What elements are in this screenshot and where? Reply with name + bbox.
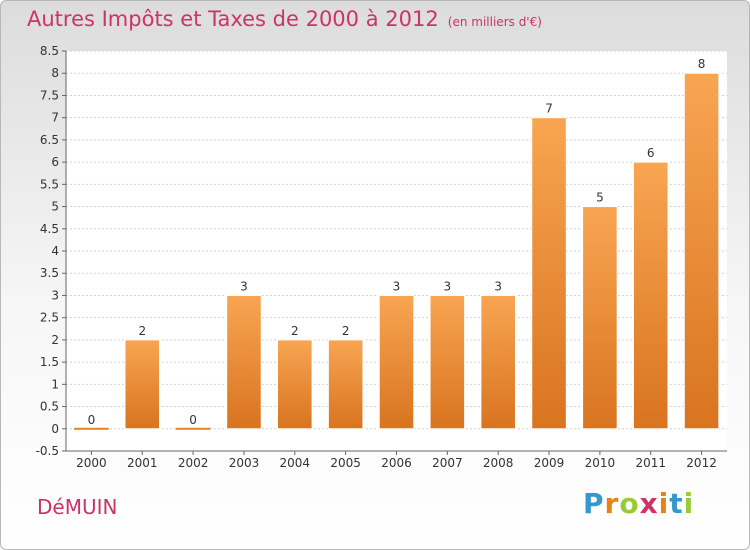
bar-2003	[226, 294, 262, 430]
chart-title: Autres Impôts et Taxes de 2000 à 2012 (e…	[27, 7, 542, 31]
y-tick-label: 1.5	[40, 355, 59, 369]
x-tick-label-2012: 2012	[686, 456, 717, 470]
x-tick-label-2004: 2004	[280, 456, 311, 470]
bar-2009	[531, 117, 567, 430]
bar-2010	[582, 206, 618, 430]
y-tick-label: 2	[51, 333, 59, 347]
bar-2004	[277, 339, 313, 430]
bar-2011	[632, 161, 669, 430]
value-label-2005: 2	[342, 324, 350, 338]
y-tick-label: 6.5	[40, 133, 59, 147]
y-tick-label: 3.5	[40, 266, 59, 280]
y-tick-label: 4	[51, 244, 59, 258]
x-tick-label-2010: 2010	[585, 456, 616, 470]
proxiti-logo[interactable]: Proxiti	[583, 487, 694, 520]
value-label-2012: 8	[698, 57, 706, 71]
logo-letter: o	[619, 487, 640, 520]
x-tick-label-2009: 2009	[534, 456, 565, 470]
value-label-2006: 3	[393, 279, 401, 293]
logo-letter: i	[658, 487, 670, 520]
logo-letter: P	[583, 487, 605, 520]
bar-2008	[480, 294, 516, 430]
x-tick-label-2007: 2007	[432, 456, 463, 470]
y-tick-label: 6	[51, 155, 59, 169]
value-label-2011: 6	[647, 146, 655, 160]
y-tick-label: 5.5	[40, 177, 59, 191]
value-label-2000: 0	[88, 413, 96, 427]
x-tick-label-2002: 2002	[178, 456, 209, 470]
title-text: Autres Impôts et Taxes de 2000 à 2012	[27, 7, 439, 31]
logo-letter: t	[669, 487, 684, 520]
bar-2002	[175, 427, 211, 430]
y-tick-label: 2.5	[40, 311, 59, 325]
logo-letter: r	[604, 487, 620, 520]
bar-2005	[327, 339, 364, 430]
y-tick-label: -0.5	[36, 444, 59, 458]
y-tick-label: 0	[51, 422, 59, 436]
bar-2000	[74, 427, 109, 430]
value-label-2010: 5	[596, 191, 604, 205]
y-tick-label: 1	[51, 377, 59, 391]
y-tick-label: 8	[51, 66, 59, 80]
y-tick-label: 4.5	[40, 222, 59, 236]
bars: 0 2 0 3 2 2 3 3 3 7 5 6 8	[74, 57, 720, 430]
x-tick-label-2011: 2011	[635, 456, 666, 470]
y-tick-label: 0.5	[40, 400, 59, 414]
value-label-2002: 0	[189, 413, 197, 427]
bar-2012	[683, 72, 720, 430]
x-axis: 2000 2001 2002 2003 2004 2005 2006 2007 2008 2009…	[66, 450, 727, 470]
y-tick-label: 7.5	[40, 88, 59, 102]
value-label-2004: 2	[291, 324, 299, 338]
logo-letter: x	[639, 487, 659, 520]
x-tick-label-2005: 2005	[330, 456, 361, 470]
y-tick-label: 3	[51, 288, 59, 302]
value-label-2007: 3	[444, 279, 452, 293]
value-label-2003: 3	[240, 279, 248, 293]
x-tick-label-2006: 2006	[381, 456, 412, 470]
x-tick-label-2000: 2000	[76, 456, 107, 470]
title-unit: (en milliers d'€)	[447, 15, 542, 29]
value-label-2008: 3	[494, 279, 502, 293]
y-tick-label: 8.5	[40, 44, 59, 58]
value-label-2001: 2	[138, 324, 146, 338]
value-label-2009: 7	[545, 102, 553, 116]
x-tick-label-2008: 2008	[483, 456, 514, 470]
y-axis: -0.5 0 0.5 1 1.5 2 2.5 3 3.5 4 4.5 5 5.5 6 6.5 7 7.5 8 8.5	[36, 44, 67, 458]
y-tick-label: 5	[51, 200, 59, 214]
y-tick-label: 7	[51, 111, 59, 125]
bar-2006	[378, 294, 415, 430]
commune-name: DéMUIN	[37, 495, 118, 519]
bar-2007	[429, 294, 466, 430]
bar-2001	[124, 339, 161, 430]
logo-letter: i	[683, 487, 695, 520]
x-tick-label-2001: 2001	[127, 456, 158, 470]
x-tick-label-2003: 2003	[229, 456, 260, 470]
